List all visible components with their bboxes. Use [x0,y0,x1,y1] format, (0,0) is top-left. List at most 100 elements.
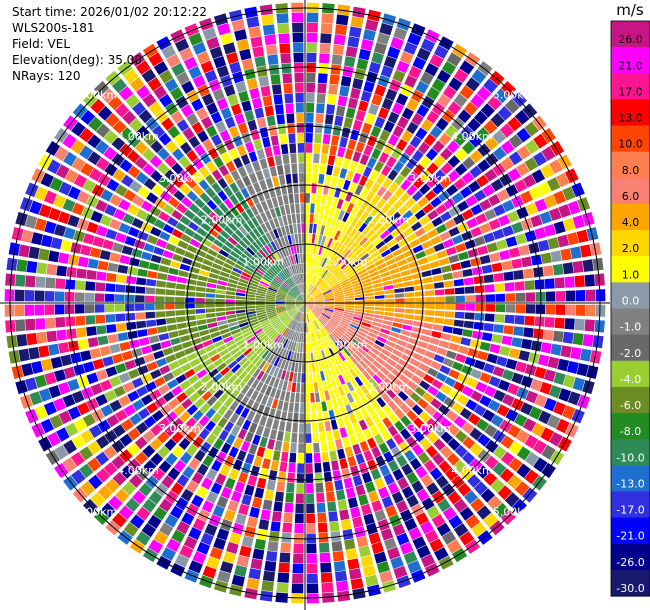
range-gate [183,56,198,70]
range-gate [204,69,218,83]
range-gate [391,272,402,280]
range-gate [99,249,111,261]
range-gate [364,260,374,268]
range-gate [198,166,210,178]
range-gate [285,173,292,184]
range-gate [333,311,344,315]
range-gate [157,272,168,281]
colorbar-unit: m/s [616,1,644,19]
range-gate [394,187,405,199]
range-gate [230,347,240,356]
range-gate [180,141,192,155]
range-gate [58,410,72,425]
range-gate [208,368,219,378]
range-gate [87,151,102,166]
range-gate [66,328,77,340]
range-gate [420,71,434,86]
range-gate [385,88,398,101]
range-gate [21,363,34,377]
range-gate [461,209,474,221]
range-gate [333,312,343,317]
range-gate [83,498,99,515]
range-gate [250,205,259,216]
range-gate [409,358,421,368]
range-gate [335,570,348,582]
range-gate [147,514,162,529]
range-gate [493,204,506,217]
range-gate [464,286,475,294]
range-gate [298,163,305,173]
range-gate [448,369,460,380]
range-gate [233,437,243,449]
range-gate [493,389,506,402]
colorbar-segment [611,203,650,231]
range-gate [165,411,178,423]
range-gate [309,285,314,294]
range-gate [365,113,376,125]
range-gate [558,204,572,218]
range-gate [312,308,321,316]
range-gate [276,294,286,298]
range-gate [418,141,430,155]
range-gate [297,303,305,310]
range-gate [90,383,103,396]
range-gate [87,258,99,269]
range-gate [349,26,362,38]
range-gate [89,247,102,258]
range-gate [58,211,71,225]
range-gate [393,433,405,445]
range-gate [467,248,479,258]
range-gate [293,331,297,342]
range-gate [511,398,524,411]
range-gate [337,4,351,16]
range-gate [161,45,176,59]
range-gate [269,219,276,230]
colorbar-tick-label: -26.0 [616,556,644,569]
range-gate [345,370,354,381]
range-gate [178,270,189,278]
range-gate [406,494,419,508]
range-gate [306,543,317,554]
range-gate [306,82,316,93]
range-gate [292,341,297,352]
range-gate [418,233,430,244]
range-gate [252,160,261,172]
range-gate [296,382,301,393]
range-gate [119,433,133,447]
range-gate [308,332,311,343]
range-gate [201,358,213,368]
range-gate [534,198,548,212]
range-gate [255,425,264,436]
range-gate [347,558,360,570]
range-gate [305,163,312,173]
range-gate [97,485,113,500]
range-gate [246,78,258,90]
range-gate [374,291,385,296]
range-gate [303,313,305,323]
range-gate [389,243,400,253]
range-gate [534,394,548,408]
range-gate [238,225,248,236]
range-gate [294,233,299,244]
range-gate [263,338,272,348]
range-gate [278,272,286,281]
range-gate [570,246,582,259]
range-gate [338,351,346,362]
range-gate [525,304,536,314]
range-gate [313,153,320,164]
range-gate [305,283,307,293]
range-gate [336,396,344,408]
range-gate [445,246,457,256]
range-gate [442,506,457,521]
range-gate [296,298,305,303]
range-gate [16,334,28,347]
range-gate [135,295,145,302]
range-gate [327,335,334,345]
range-gate [290,442,297,453]
range-gate [245,387,255,398]
range-gate [417,257,429,266]
range-gate [310,322,314,332]
range-gate [402,369,414,379]
range-gate [372,374,383,385]
range-gate [334,304,345,307]
